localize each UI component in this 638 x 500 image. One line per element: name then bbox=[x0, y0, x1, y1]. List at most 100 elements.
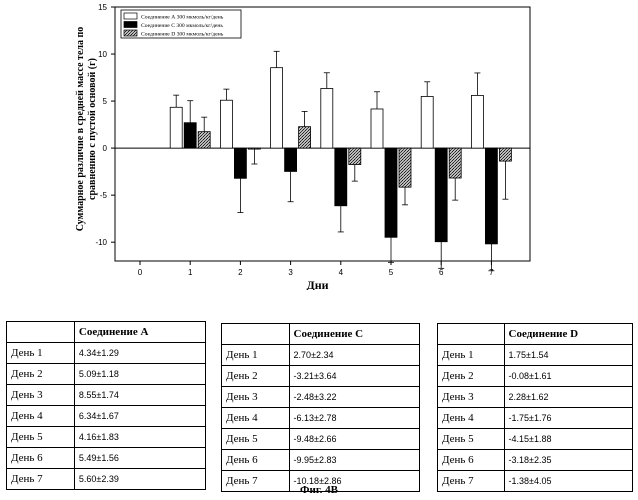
bar bbox=[183, 122, 197, 149]
table-row: День 3 8.55±1.74 bbox=[6, 384, 207, 406]
row-label: День 2 bbox=[221, 365, 290, 387]
row-label: День 6 bbox=[221, 449, 290, 471]
legend-swatch bbox=[123, 12, 138, 20]
table-row: День 3 -2.48±3.22 bbox=[221, 386, 421, 408]
table-row: День 1 4.34±1.29 bbox=[6, 342, 207, 364]
row-value: -10.18±2.86 bbox=[288, 470, 421, 492]
legend-box bbox=[120, 9, 242, 39]
row-value: -6.13±2.78 bbox=[288, 407, 421, 429]
bar bbox=[219, 99, 233, 149]
y-tick-label: 0 bbox=[103, 144, 108, 153]
row-value: -3.21±3.64 bbox=[288, 365, 421, 387]
table-row: День 6 -9.95±2.83 bbox=[221, 449, 421, 471]
row-value: 4.34±1.29 bbox=[73, 342, 207, 364]
y-tick-label: 15 bbox=[98, 3, 107, 12]
table-row: День 5 4.16±1.83 bbox=[6, 426, 207, 448]
bar bbox=[420, 96, 434, 149]
row-label: День 4 bbox=[221, 407, 290, 429]
legend-label: Соединение А 300 мкмоль/кг/день bbox=[141, 15, 224, 21]
table-header: Соединение С bbox=[288, 323, 421, 345]
y-tick-label: -5 bbox=[100, 191, 108, 200]
bar bbox=[233, 147, 247, 179]
table-row: День 6 -3.18±2.35 bbox=[437, 449, 634, 471]
table-compound-d: Соединение D День 1 1.75±1.54 День 2 -0.08±… bbox=[437, 323, 634, 492]
table-corner bbox=[437, 323, 505, 345]
table-row: День 2 -3.21±3.64 bbox=[221, 365, 421, 387]
table-row: День 5 -4.15±1.88 bbox=[437, 428, 634, 450]
row-label: День 7 bbox=[6, 468, 75, 490]
row-value: 2.28±1.62 bbox=[503, 386, 634, 408]
row-value: 4.16±1.83 bbox=[73, 426, 207, 448]
row-label: День 2 bbox=[6, 363, 75, 385]
bar bbox=[284, 147, 298, 172]
row-value: -9.48±2.66 bbox=[288, 428, 421, 450]
legend-label: Соединение D 300 мкмоль/кг/день bbox=[141, 32, 224, 38]
figure-caption: Фиг. 4В bbox=[300, 484, 338, 496]
bar bbox=[320, 88, 334, 149]
row-value: 1.75±1.54 bbox=[503, 344, 634, 366]
row-label: День 1 bbox=[6, 342, 75, 364]
row-value: -1.38±4.05 bbox=[503, 470, 634, 492]
bar bbox=[334, 147, 348, 207]
x-tick-label: 4 bbox=[339, 268, 344, 277]
bar bbox=[448, 147, 462, 179]
table-row: День 6 5.49±1.56 bbox=[6, 447, 207, 469]
row-label: День 4 bbox=[6, 405, 75, 427]
table-row: День 4 6.34±1.67 bbox=[6, 405, 207, 427]
legend-swatch bbox=[123, 21, 138, 28]
y-tick-label: -10 bbox=[95, 238, 107, 247]
bar bbox=[370, 108, 384, 149]
table-row: День 7 5.60±2.39 bbox=[6, 468, 207, 490]
table-row: День 2 5.09±1.18 bbox=[6, 363, 207, 385]
table-corner bbox=[6, 321, 75, 343]
row-label: День 5 bbox=[6, 426, 75, 448]
table-row: День 1 2.70±2.34 bbox=[221, 344, 421, 366]
table-row: День 4 -6.13±2.78 bbox=[221, 407, 421, 429]
bar bbox=[384, 147, 398, 238]
row-value: 2.70±2.34 bbox=[288, 344, 421, 366]
x-tick-label: 5 bbox=[389, 268, 394, 277]
bar bbox=[484, 147, 498, 245]
bar bbox=[197, 131, 211, 149]
row-label: День 7 bbox=[437, 470, 505, 492]
table-header: Соединение D bbox=[503, 323, 634, 345]
bar bbox=[169, 106, 183, 149]
row-label: День 1 bbox=[437, 344, 505, 366]
legend-swatch bbox=[123, 29, 138, 37]
table-row: День 4 -1.75±1.76 bbox=[437, 407, 634, 429]
table-compound-c: Соединение С День 1 2.70±2.34 День 2 -3.21±… bbox=[221, 323, 421, 492]
row-label: День 3 bbox=[437, 386, 505, 408]
table-row: День 1 1.75±1.54 bbox=[437, 344, 634, 366]
row-value: -9.95±2.83 bbox=[288, 449, 421, 471]
table-row: День 3 2.28±1.62 bbox=[437, 386, 634, 408]
row-value: 8.55±1.74 bbox=[73, 384, 207, 406]
y-axis-label: Суммарное различие в средней массе тела … bbox=[75, 27, 98, 232]
plot-frame bbox=[114, 6, 531, 262]
y-tick-label: 10 bbox=[98, 50, 107, 59]
y-tick-label: 5 bbox=[103, 97, 108, 106]
bar bbox=[298, 126, 312, 149]
row-label: День 6 bbox=[437, 449, 505, 471]
bar bbox=[434, 147, 448, 243]
row-value: 5.60±2.39 bbox=[73, 468, 207, 490]
row-label: День 4 bbox=[437, 407, 505, 429]
table-row: День 2 -0.08±1.61 bbox=[437, 365, 634, 387]
row-label: День 1 bbox=[221, 344, 290, 366]
bar bbox=[498, 147, 512, 162]
row-value: 5.09±1.18 bbox=[73, 363, 207, 385]
table-row: День 7 -1.38±4.05 bbox=[437, 470, 634, 492]
row-label: День 2 bbox=[437, 365, 505, 387]
row-label: День 5 bbox=[437, 428, 505, 450]
row-value: 6.34±1.67 bbox=[73, 405, 207, 427]
bar bbox=[270, 67, 284, 149]
bar-chart: Суммарное различие в средней массе тела … bbox=[75, 3, 531, 290]
legend: Соединение А 300 мкмоль/кг/день Соединени… bbox=[120, 9, 242, 39]
table-row: День 7 -10.18±2.86 bbox=[221, 470, 421, 492]
row-value: 5.49±1.56 bbox=[73, 447, 207, 469]
row-value: -1.75±1.76 bbox=[503, 407, 634, 429]
bar bbox=[348, 147, 362, 165]
table-row: День 5 -9.48±2.66 bbox=[221, 428, 421, 450]
row-label: День 5 bbox=[221, 428, 290, 450]
row-label: День 6 bbox=[6, 447, 75, 469]
row-value: -4.15±1.88 bbox=[503, 428, 634, 450]
